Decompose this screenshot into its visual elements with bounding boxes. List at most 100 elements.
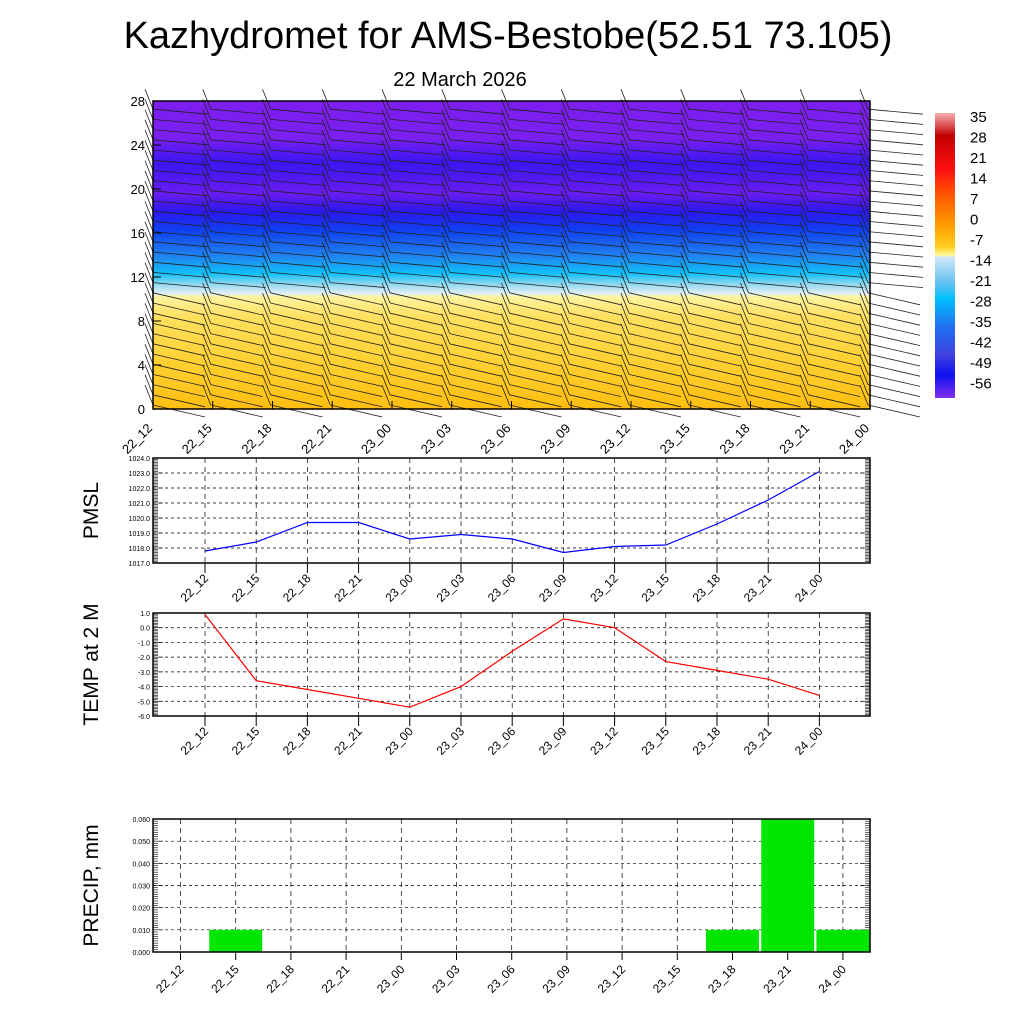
wind-barb xyxy=(808,394,861,408)
wind-barb-flag xyxy=(560,374,570,395)
wind-barb-flag xyxy=(321,170,331,191)
wind-barb xyxy=(867,108,924,115)
wind-barb xyxy=(330,272,386,278)
wind-barb-flag xyxy=(560,333,570,355)
wind-barb-flag xyxy=(501,221,510,242)
wind-barb xyxy=(748,221,804,227)
wind-barb xyxy=(628,180,685,186)
wind-barb-flag xyxy=(740,262,749,283)
wind-barb xyxy=(808,119,864,125)
wind-barb-flag xyxy=(381,384,391,406)
wind-barb xyxy=(628,221,685,227)
wind-barb-flag xyxy=(144,150,154,171)
y-tick-label: 0.060 xyxy=(132,817,150,824)
wind-barb-flag xyxy=(501,293,510,314)
wind-barb-flag xyxy=(799,272,809,293)
wind-barb xyxy=(748,302,801,316)
wind-barb-flag xyxy=(680,129,690,151)
wind-barb-flag xyxy=(262,384,271,406)
wind-barb xyxy=(152,190,209,197)
wind-barb-flag xyxy=(144,272,154,293)
wind-barb xyxy=(867,139,924,146)
wind-barb-flag xyxy=(441,140,451,161)
x-tick-label: 22_21 xyxy=(331,571,365,605)
wind-barb-flag xyxy=(620,180,630,202)
colorbar-label: -7 xyxy=(970,232,983,249)
x-tick-label: 22_12 xyxy=(119,421,155,457)
wind-barb xyxy=(748,149,804,156)
wind-barb-flag xyxy=(262,272,271,293)
wind-barb-flag xyxy=(560,180,570,202)
wind-barb-flag xyxy=(321,99,331,120)
wind-barb xyxy=(569,302,622,316)
wind-barb-flag xyxy=(859,140,869,161)
wind-barb-flag xyxy=(799,313,809,334)
wind-barb xyxy=(210,221,266,227)
wind-barb-flag xyxy=(202,354,212,375)
wind-barb xyxy=(808,200,864,207)
wind-barb-flag xyxy=(441,99,451,120)
wind-barb xyxy=(270,210,326,217)
wind-barb xyxy=(509,159,565,166)
wind-barb-flag xyxy=(262,89,271,110)
wind-barb-flag xyxy=(262,333,271,355)
wind-barb xyxy=(688,108,744,115)
wind-barb xyxy=(748,282,804,288)
wind-barb xyxy=(389,170,446,176)
wind-barb xyxy=(152,139,209,146)
wind-barb-flag xyxy=(799,231,809,253)
wind-barb xyxy=(569,210,625,217)
wind-barb xyxy=(449,241,505,248)
x-tick-label: 23_12 xyxy=(595,962,629,996)
wind-barb xyxy=(449,272,505,278)
wind-barb xyxy=(867,190,924,197)
wind-barb-flag xyxy=(144,282,154,304)
wind-barb-flag xyxy=(501,201,510,222)
wind-barb-flag xyxy=(859,109,869,130)
wind-barb xyxy=(270,323,323,336)
wind-barb xyxy=(270,353,323,367)
wind-barb xyxy=(688,302,741,316)
wind-barb xyxy=(628,353,682,367)
wind-barb xyxy=(808,210,864,217)
x-tick-label: 22_12 xyxy=(153,962,187,996)
wind-barb xyxy=(449,394,502,408)
wind-barb xyxy=(152,261,209,268)
wind-barb-flag xyxy=(799,262,809,283)
wind-barb-flag xyxy=(859,211,869,232)
wind-barb xyxy=(270,282,326,288)
wind-barb-flag xyxy=(560,242,570,263)
wind-barb xyxy=(152,129,209,135)
x-tick-label: 22_15 xyxy=(229,724,263,758)
wind-barb xyxy=(330,394,383,408)
wind-barb-flag xyxy=(441,272,451,293)
wind-barb xyxy=(569,149,625,156)
wind-barb-flag xyxy=(381,191,391,212)
wind-barb-flag xyxy=(321,180,331,202)
wind-barb xyxy=(569,261,625,268)
wind-barb-flag xyxy=(501,170,510,191)
wind-barb xyxy=(569,323,622,336)
wind-barb xyxy=(688,333,741,346)
wind-barb-flag xyxy=(144,109,154,130)
wind-barb xyxy=(389,363,443,377)
wind-barb xyxy=(152,323,206,336)
wind-barb-flag xyxy=(620,119,630,140)
wind-barb xyxy=(152,200,209,207)
wind-barb-flag xyxy=(321,150,331,171)
wind-barb xyxy=(569,251,625,258)
wind-barb xyxy=(330,139,386,146)
wind-barb-flag xyxy=(262,282,271,304)
wind-barb xyxy=(808,353,861,367)
wind-barb-flag xyxy=(799,221,809,242)
wind-barb xyxy=(569,221,625,227)
wind-barb-flag xyxy=(144,364,154,385)
wind-barb xyxy=(210,231,266,237)
wind-barb xyxy=(449,149,505,156)
wind-barb-flag xyxy=(859,89,869,110)
wind-barb xyxy=(449,333,502,346)
wind-barb xyxy=(688,139,744,146)
x-tick-label: 23_18 xyxy=(690,724,724,758)
y-tick-label: -4.0 xyxy=(138,685,150,692)
x-tick-label: 23_06 xyxy=(485,571,519,605)
